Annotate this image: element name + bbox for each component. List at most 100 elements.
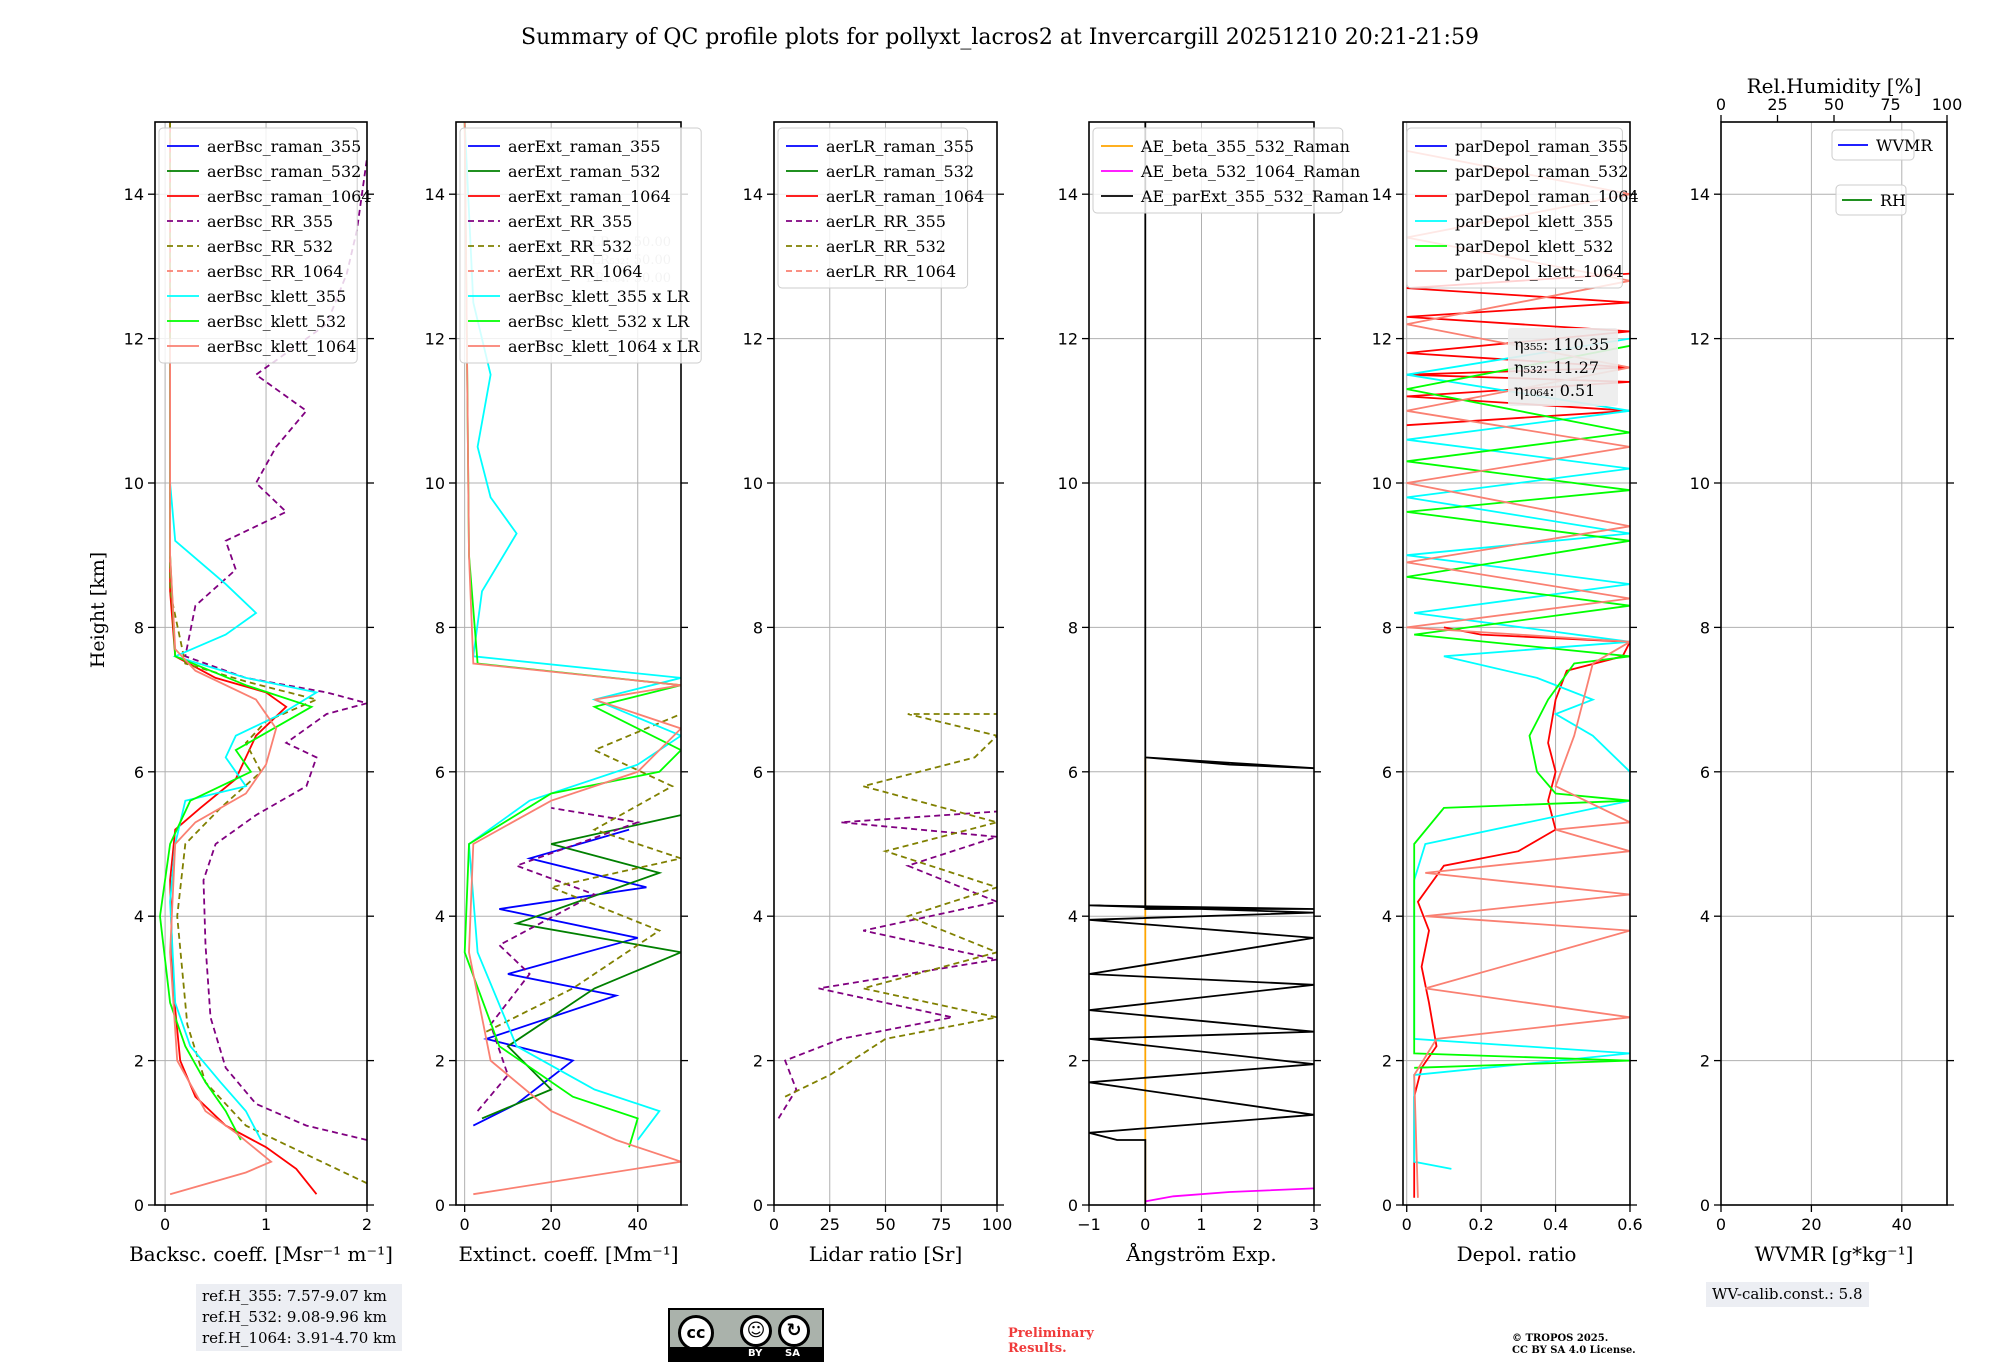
panel-wv: 0 20 40 0 2 4 6 8 10 12 14 WVMR [g*kg⁻¹] 0 25 50 75 100 R… xyxy=(1690,74,1963,1266)
legend-box-lr xyxy=(777,127,969,289)
y-tick-label-bsc: 14 xyxy=(124,185,144,204)
legend-box-ext xyxy=(459,127,702,364)
legend-label-ae-beta-355-532-raman: AE_beta_355_532_Raman xyxy=(1140,137,1350,156)
y-tick-label-ae: 10 xyxy=(1058,474,1078,493)
series-line-pardepol-klett-355 xyxy=(1406,337,1630,1170)
legend-label-aerbsc-klett-1064-x-lr: aerBsc_klett_1064 x LR xyxy=(508,337,700,356)
cc-icon: cc xyxy=(678,1315,714,1351)
preliminary-line-1: Preliminary xyxy=(1008,1326,1094,1341)
eta-note-0: η₃₅₅: 110.35 xyxy=(1514,335,1609,354)
axes-frame-bsc xyxy=(154,121,368,1206)
legend-label-wvmr: WVMR xyxy=(1876,136,1933,155)
x-tick-label-lr: 50 xyxy=(875,1215,895,1234)
x-tick-label-bsc: 1 xyxy=(261,1215,271,1234)
ref-height-355: ref.H_355: 7.57-9.07 km xyxy=(202,1287,387,1305)
series-line-aerbsc-klett-1064 xyxy=(169,338,278,1196)
x-tick-label-ae: −1 xyxy=(1077,1215,1101,1234)
x-axis-label-lr: Lidar ratio [Sr] xyxy=(809,1242,963,1266)
y-tick-label-ae: 12 xyxy=(1058,330,1078,349)
x-axis-label-dep: Depol. ratio xyxy=(1457,1242,1577,1266)
top-x-axis-label-wv: Rel.Humidity [%] xyxy=(1747,74,1922,98)
copyright-note: © TROPOS 2025. CC BY SA 4.0 License. xyxy=(1512,1333,1636,1357)
series-group-lr xyxy=(777,713,997,1119)
ref-height-532: ref.H_532: 9.08-9.96 km xyxy=(202,1308,387,1326)
series-line-ae-beta-532-1064-raman xyxy=(1145,1187,1314,1203)
top-x-tick-label-wv: 25 xyxy=(1767,95,1787,114)
y-tick-label-bsc: 6 xyxy=(134,763,144,782)
legend-label-aerbsc-raman-1064: aerBsc_raman_1064 xyxy=(207,187,372,206)
y-tick-label-dep: 10 xyxy=(1372,474,1392,493)
copyright-line-1: © TROPOS 2025. xyxy=(1512,1333,1609,1344)
axes-frame-ext xyxy=(455,121,682,1206)
x-tick-label-ext: 0 xyxy=(460,1215,470,1234)
eta-note-2: η₁₀₆₄: 0.51 xyxy=(1514,381,1595,400)
series-line-aerbsc-rr-355 xyxy=(184,157,367,1141)
legend-label-aerbsc-rr-355: aerBsc_RR_355 xyxy=(207,212,333,231)
x-tick-label-ext: 20 xyxy=(541,1215,561,1234)
copyright-line-2: CC BY SA 4.0 License. xyxy=(1512,1345,1636,1356)
ref-height-1064: ref.H_1064: 3.91-4.70 km xyxy=(202,1329,397,1347)
cc-by-sa-badge: cc ☺ ↻ BY SA xyxy=(668,1308,824,1362)
y-tick-label-lr: 6 xyxy=(753,763,763,782)
y-tick-label-dep: 12 xyxy=(1372,330,1392,349)
y-tick-label-ae: 6 xyxy=(1068,763,1078,782)
series-group-dep xyxy=(1406,150,1630,1198)
x-tick-label-ext: 40 xyxy=(628,1215,648,1234)
legend-label-aerlr-raman-1064: aerLR_raman_1064 xyxy=(826,187,984,206)
y-tick-label-lr: 2 xyxy=(753,1052,763,1071)
y-tick-label-bsc: 2 xyxy=(134,1052,144,1071)
y-tick-label-lr: 0 xyxy=(753,1196,763,1215)
series-line-ae-parext-355-532-raman xyxy=(1089,122,1314,1205)
y-tick-label-wv: 4 xyxy=(1700,907,1710,926)
x-tick-label-bsc: 0 xyxy=(160,1215,170,1234)
series-line-aerlr-rr-355 xyxy=(777,810,997,1119)
y-tick-label-lr: 12 xyxy=(743,330,763,349)
y-tick-label-ae: 8 xyxy=(1068,618,1078,637)
top-x-tick-label-wv: 0 xyxy=(1716,95,1726,114)
attribution-person-icon: ☺ xyxy=(740,1315,772,1347)
legend-label-ae-beta-532-1064-raman: AE_beta_532_1064_Raman xyxy=(1140,162,1360,181)
y-tick-label-ext: 8 xyxy=(435,618,445,637)
y-tick-label-bsc: 12 xyxy=(124,330,144,349)
wv-calibration-box: WV-calib.const.: 5.8 xyxy=(1706,1282,1869,1307)
legend-label-aerbsc-klett-355-x-lr: aerBsc_klett_355 x LR xyxy=(508,287,690,306)
legend-label-aerbsc-klett-532-x-lr: aerBsc_klett_532 x LR xyxy=(508,312,690,331)
series-line-aerext-raman-532 xyxy=(481,814,681,1120)
top-x-tick-label-wv: 75 xyxy=(1880,95,1900,114)
legend-box-ae xyxy=(1092,127,1344,214)
series-line-aerbsc-klett-1064-x-lr xyxy=(463,122,681,1196)
y-tick-label-lr: 4 xyxy=(753,907,763,926)
y-tick-label-dep: 14 xyxy=(1372,185,1392,204)
axes-frame-dep xyxy=(1402,121,1631,1206)
y-tick-label-bsc: 4 xyxy=(134,907,144,926)
series-line-pardepol-klett-532 xyxy=(1406,344,1630,1069)
x-axis-label-wv: WVMR [g*kg⁻¹] xyxy=(1755,1242,1914,1266)
legend-label-pardepol-raman-532: parDepol_raman_532 xyxy=(1455,162,1628,181)
y-tick-label-wv: 8 xyxy=(1700,618,1710,637)
x-tick-label-wv: 0 xyxy=(1716,1215,1726,1234)
y-tick-label-ext: 12 xyxy=(425,330,445,349)
legend-label-aerext-raman-355: aerExt_raman_355 xyxy=(508,137,661,156)
legend-label-aerbsc-klett-1064: aerBsc_klett_1064 xyxy=(207,337,356,356)
x-tick-label-wv: 20 xyxy=(1801,1215,1821,1234)
panel-dep: 0 0.2 0.4 0.6 0 2 4 6 8 10 12 14 Depol. ratio parDepo… xyxy=(1372,121,1643,1266)
series-line-aerext-raman-355 xyxy=(472,828,647,1127)
legend-box-dep xyxy=(1406,127,1623,289)
x-tick-label-ae: 1 xyxy=(1196,1215,1206,1234)
series-line-aerbsc-klett-532 xyxy=(159,338,314,1141)
legend-label-aerext-rr-532: aerExt_RR_532 xyxy=(508,237,632,256)
reference-heights-box: ref.H_355: 7.57-9.07 km ref.H_532: 9.08-… xyxy=(196,1284,403,1351)
y-tick-label-ae: 14 xyxy=(1058,185,1078,204)
y-tick-label-dep: 8 xyxy=(1382,618,1392,637)
legend-label-aerbsc-klett-532: aerBsc_klett_532 xyxy=(207,312,346,331)
y-tick-label-ext: 10 xyxy=(425,474,445,493)
legend-label-aerbsc-klett-355: aerBsc_klett_355 xyxy=(207,287,346,306)
series-line-aerext-rr-532 xyxy=(485,713,681,1033)
y-tick-label-ae: 4 xyxy=(1068,907,1078,926)
y-tick-label-dep: 2 xyxy=(1382,1052,1392,1071)
y-tick-label-ext: 0 xyxy=(435,1196,445,1215)
